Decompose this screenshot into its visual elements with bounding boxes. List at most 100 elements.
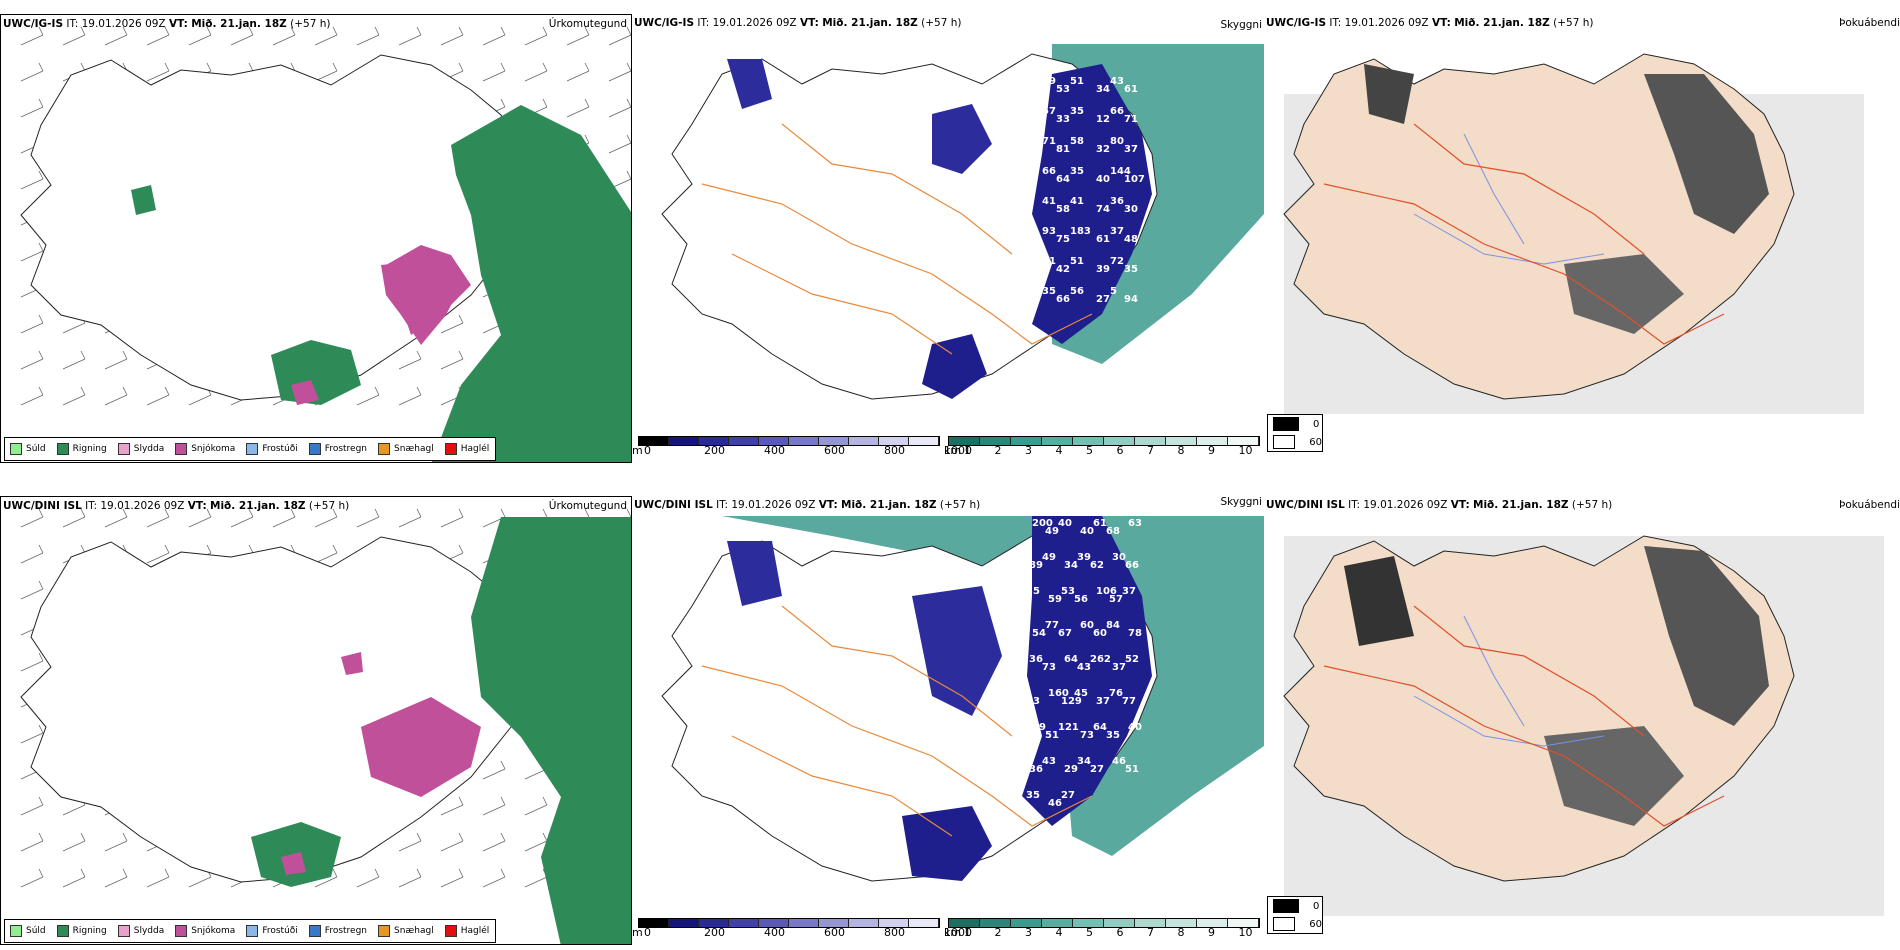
cloud-base-label: 60 — [1093, 628, 1107, 639]
cloud-base-label: 49 — [1032, 722, 1046, 733]
colorbar-tick: 5 — [1086, 926, 1093, 939]
legend-swatch — [56, 443, 69, 455]
cloud-base-label: 80 — [1110, 136, 1124, 147]
wind-barb — [230, 508, 254, 528]
wind-barb — [62, 508, 86, 528]
cloud-base-label: 40 — [1096, 174, 1110, 185]
wind-barb — [524, 62, 548, 82]
fog-map — [1283, 53, 1864, 414]
cloud-base-label: 56 — [1074, 594, 1088, 605]
legend-swatch — [444, 925, 457, 937]
cloud-base-label: 84 — [1106, 620, 1120, 631]
visibility-unit: km — [944, 444, 962, 457]
cloud-base-label: 34 — [1096, 84, 1110, 95]
cloud-base-label: 77 — [1122, 696, 1136, 707]
wind-barb — [20, 98, 44, 118]
rain-area — [431, 105, 631, 462]
wind-barb — [188, 508, 212, 528]
wind-barb — [20, 580, 44, 600]
legend-swatch — [246, 925, 259, 937]
cloud-base-label: 160 — [1048, 688, 1069, 699]
colorbar-tick: 4 — [1055, 926, 1063, 939]
cloud-base-label: 61 — [1096, 234, 1110, 245]
cloud-base-label: 43 — [1110, 76, 1124, 87]
roads — [701, 605, 1093, 837]
panel-title: Úrkomutegund — [548, 500, 627, 512]
cloud-base-label: 71 — [1042, 136, 1056, 147]
fog-dark-nw — [1364, 64, 1414, 124]
wind-barb — [62, 350, 86, 370]
colorbar-segment — [759, 919, 789, 927]
legend-label: Rigning — [72, 926, 107, 936]
wind-barb — [608, 98, 631, 118]
legend-item: Snjókoma — [175, 443, 235, 455]
colorbar-segment — [699, 919, 729, 927]
roads — [701, 123, 1093, 355]
fog-dark-nw — [1344, 556, 1414, 646]
legend-swatch — [175, 925, 188, 937]
legend-label: Slydda — [133, 926, 165, 936]
cloud-base-label: 29 — [1064, 764, 1078, 775]
colorbar-segment — [699, 437, 729, 445]
colorbar-segment — [909, 919, 939, 927]
cloud-base-label: 73 — [1080, 730, 1094, 741]
wind-barb — [398, 832, 422, 852]
cloud-base-label: 41 — [1042, 196, 1056, 207]
cloud-base-label: 262 — [1090, 654, 1111, 665]
wind-barb — [314, 26, 338, 46]
wind-barb — [398, 508, 422, 528]
colorbar-tick: 2 — [994, 444, 1002, 457]
panel-header: UWC/IG-IS IT: 19.01.2026 09Z VT: Mið. 21… — [634, 17, 962, 29]
cloud-base-label: 183 — [1070, 226, 1091, 237]
cloud-base-label: 75 — [1056, 234, 1070, 245]
cloud-base-label: 27 — [1061, 790, 1075, 801]
iceland-land — [1283, 53, 1795, 400]
legend-label: Frostúði — [262, 926, 298, 936]
cloud-base-label: 36 — [1029, 764, 1043, 775]
wind-barb — [104, 508, 128, 528]
colorbar-segment — [1166, 919, 1197, 927]
cloud-base-label: 35 — [1070, 106, 1084, 117]
wind-barb — [188, 26, 212, 46]
fog-legend: 0 60 — [1267, 414, 1323, 452]
colorbar-segment — [819, 919, 849, 927]
snow-spot-south — [291, 380, 319, 405]
cloud-base-label: 35 — [1042, 286, 1056, 297]
wind-barb — [20, 314, 44, 334]
cloud-base-label: 62 — [1090, 560, 1104, 571]
colorbar-segment — [729, 437, 759, 445]
legend-label: Rigning — [72, 444, 107, 454]
wind-barb — [20, 386, 44, 406]
snow-area-2 — [381, 260, 461, 345]
panel-header: UWC/DINI ISL IT: 19.01.2026 09Z VT: Mið.… — [3, 500, 350, 512]
fog-legend-label: 60 — [1309, 918, 1322, 930]
cloud-base-label: 56 — [1070, 286, 1084, 297]
legend-label: Frostregn — [324, 926, 368, 936]
wind-barb — [314, 508, 338, 528]
colorbar-tick: 3 — [1025, 444, 1032, 457]
legend-swatch — [246, 443, 259, 455]
colorbar-tick: 400 — [764, 926, 785, 939]
cloud-base-label: 71 — [1124, 114, 1138, 125]
cloud-base-colorbar — [638, 918, 940, 928]
wind-barb — [272, 508, 296, 528]
panel-header: UWC/DINI ISL IT: 19.01.2026 09Z VT: Mið.… — [634, 499, 981, 511]
wind-barb — [482, 760, 506, 780]
fog-dark-east — [1644, 74, 1769, 234]
colorbar-tick: 10 — [1238, 926, 1253, 939]
colorbar-segment — [669, 919, 699, 927]
colorbar-tick: 1 — [964, 926, 971, 939]
fog-legend-swatch — [1273, 899, 1299, 913]
wind-barb — [440, 314, 464, 334]
low-cloud-north — [932, 104, 992, 174]
cloud-base-label: 121 — [1058, 722, 1079, 733]
precip-panel-row1: UWC/IG-IS IT: 19.01.2026 09Z VT: Mið. 21… — [0, 14, 632, 463]
wind-barb — [524, 796, 548, 816]
cloud-base-label: 34 — [1077, 756, 1091, 767]
cloud-base-label: 51 — [1070, 76, 1084, 87]
colorbar-tick: 0 — [644, 926, 651, 939]
roads — [1323, 123, 1725, 345]
low-cloud-nw — [727, 541, 782, 606]
cloud-base-label: 37 — [1112, 662, 1126, 673]
fog-legend-item: 0 — [1268, 415, 1322, 433]
